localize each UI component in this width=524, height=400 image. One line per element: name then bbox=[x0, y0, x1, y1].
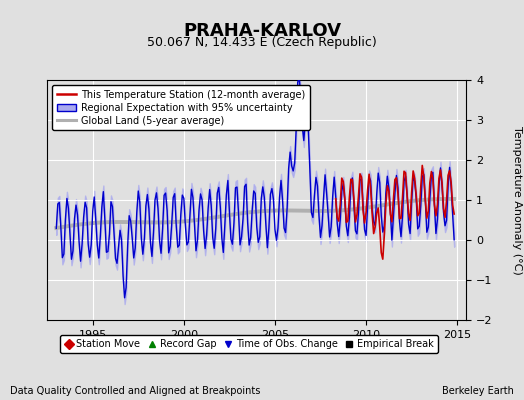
Legend: This Temperature Station (12-month average), Regional Expectation with 95% uncer: This Temperature Station (12-month avera… bbox=[52, 85, 310, 130]
Text: Data Quality Controlled and Aligned at Breakpoints: Data Quality Controlled and Aligned at B… bbox=[10, 386, 261, 396]
Text: Berkeley Earth: Berkeley Earth bbox=[442, 386, 514, 396]
Legend: Station Move, Record Gap, Time of Obs. Change, Empirical Break: Station Move, Record Gap, Time of Obs. C… bbox=[60, 335, 438, 353]
Text: 50.067 N, 14.433 E (Czech Republic): 50.067 N, 14.433 E (Czech Republic) bbox=[147, 36, 377, 49]
Text: PRAHA-KARLOV: PRAHA-KARLOV bbox=[183, 22, 341, 40]
Y-axis label: Temperature Anomaly (°C): Temperature Anomaly (°C) bbox=[512, 126, 522, 274]
